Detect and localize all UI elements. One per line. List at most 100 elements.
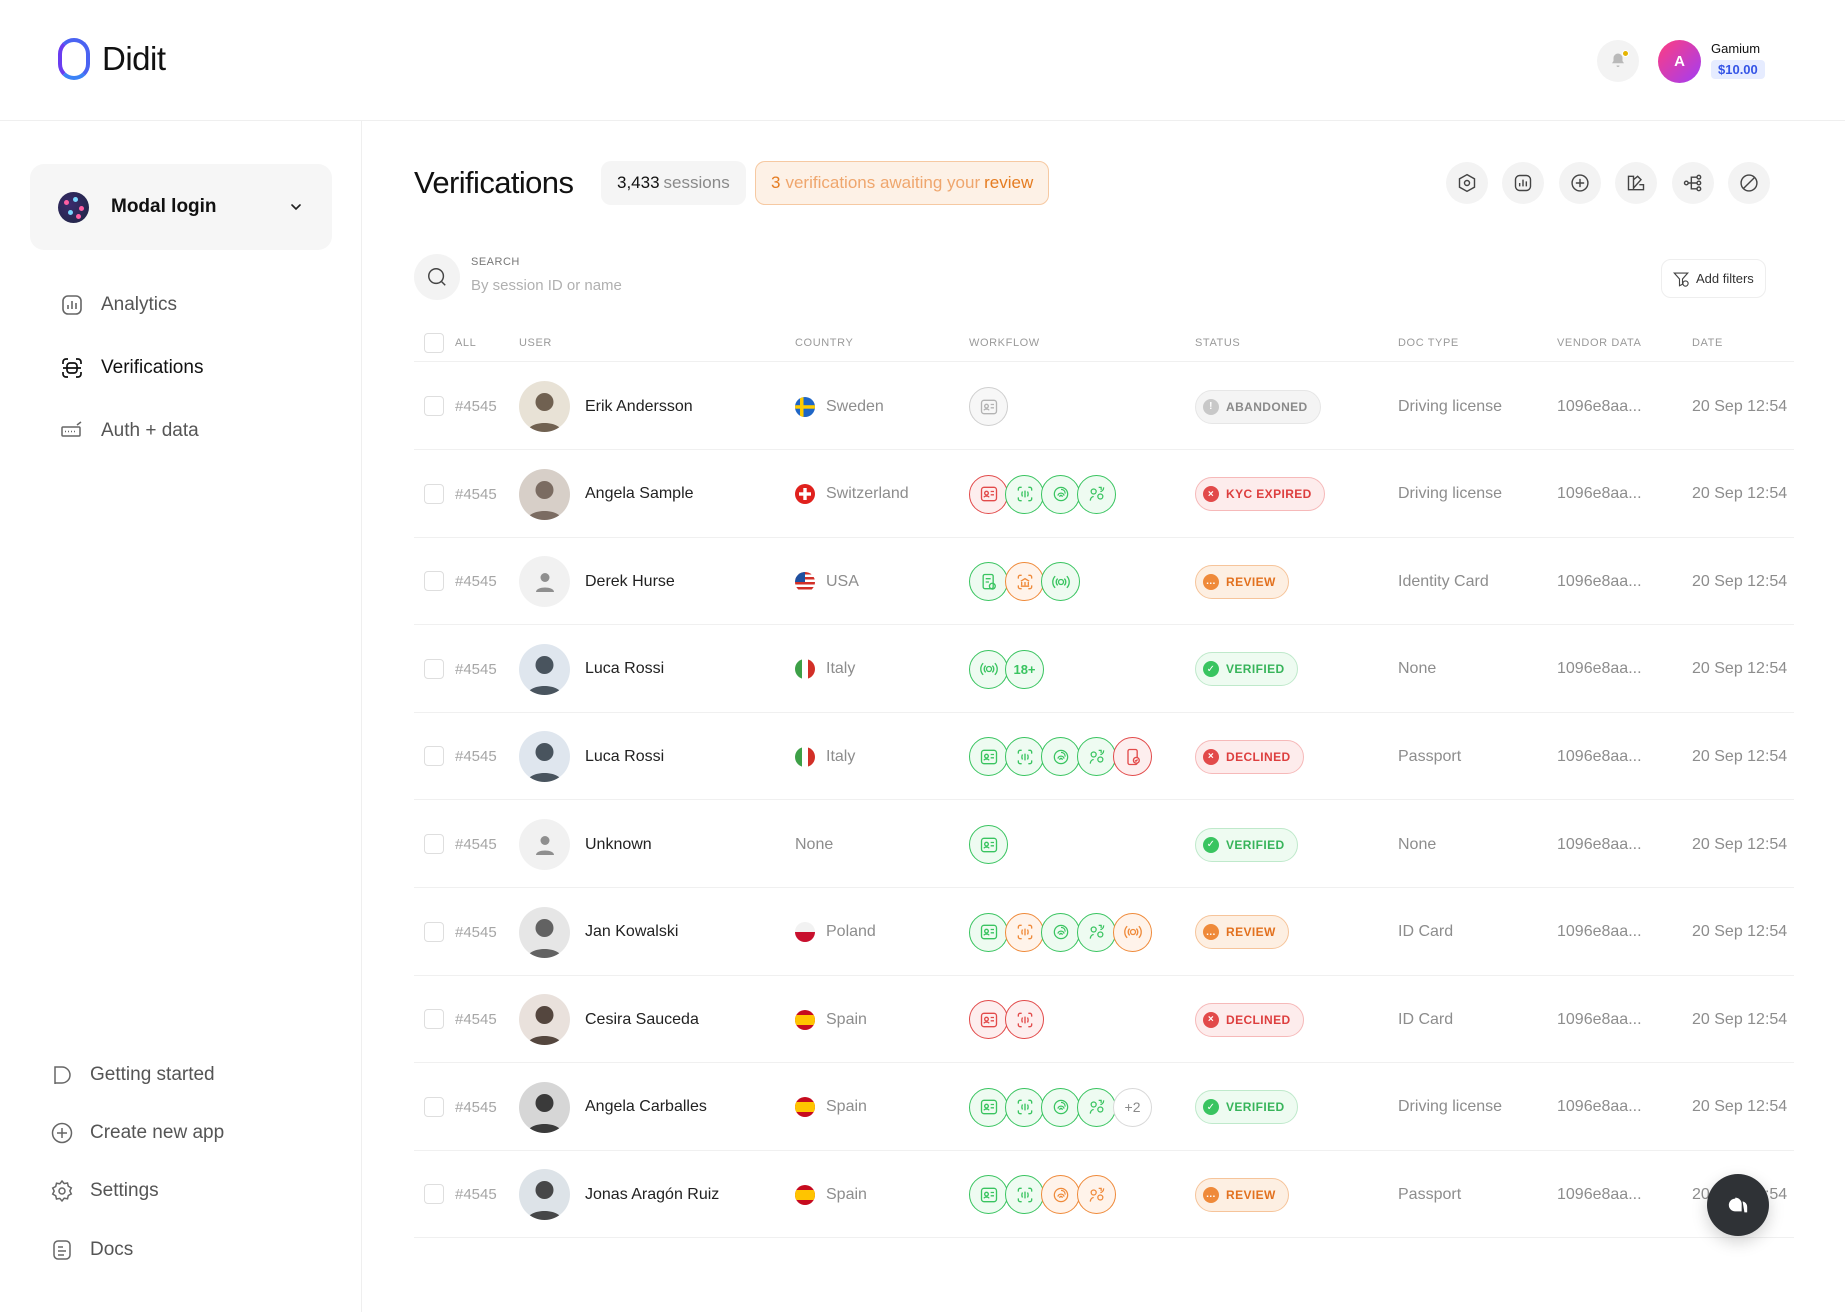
workflow-face-icon[interactable] xyxy=(1005,912,1044,952)
status-badge[interactable]: ✓ VERIFIED xyxy=(1195,652,1298,687)
workflow-phone-icon[interactable] xyxy=(1113,737,1152,777)
user-cell[interactable]: Derek Hurse xyxy=(519,538,675,625)
search-button[interactable] xyxy=(414,254,460,300)
status-badge[interactable]: ✓ VERIFIED xyxy=(1195,1090,1298,1125)
user-name[interactable]: Angela Sample xyxy=(585,485,694,503)
user-name[interactable]: Luca Rossi xyxy=(585,660,665,678)
workflow-bank-icon[interactable] xyxy=(1005,562,1044,602)
column-status[interactable]: STATUS xyxy=(1195,337,1241,349)
workflow-match-icon[interactable] xyxy=(1077,1087,1116,1127)
vendor-data[interactable]: 1096e8aa... xyxy=(1557,835,1642,853)
docs-link[interactable]: Docs xyxy=(48,1236,133,1264)
workflow-face-icon[interactable] xyxy=(1005,1175,1044,1215)
column-date[interactable]: DATE xyxy=(1692,337,1723,349)
status-badge[interactable]: ✓ VERIFIED xyxy=(1195,827,1298,862)
row-checkbox[interactable] xyxy=(424,658,444,679)
status-badge[interactable]: × DECLINED xyxy=(1195,1002,1304,1037)
user-name[interactable]: Erik Andersson xyxy=(585,397,693,415)
session-id[interactable]: #4545 xyxy=(455,1186,497,1204)
workflow-doc-icon[interactable] xyxy=(969,562,1008,602)
workflow-button[interactable] xyxy=(1672,162,1714,204)
status-badge[interactable]: … REVIEW xyxy=(1195,1177,1289,1212)
status-badge[interactable]: × KYC EXPIRED xyxy=(1195,477,1325,512)
workflow-match-icon[interactable] xyxy=(1077,1175,1116,1215)
workflow-match-icon[interactable] xyxy=(1077,912,1116,952)
user-cell[interactable]: Angela Carballes xyxy=(519,1064,707,1151)
table-row[interactable]: #4545 Angela Carballes Spain +2 ✓ VERIFIE… xyxy=(414,1064,1794,1151)
session-id[interactable]: #4545 xyxy=(455,573,497,591)
row-checkbox[interactable] xyxy=(424,483,444,504)
column-vendor-data[interactable]: VENDOR DATA xyxy=(1557,337,1642,349)
vendor-data[interactable]: 1096e8aa... xyxy=(1557,1098,1642,1116)
user-name[interactable]: Jonas Aragón Ruiz xyxy=(585,1185,720,1203)
vendor-data[interactable]: 1096e8aa... xyxy=(1557,1010,1642,1028)
table-row[interactable]: #4545 Jan Kowalski Poland … REVIEW ID Car… xyxy=(414,889,1794,976)
table-row[interactable]: #4545 Derek Hurse USA … REVIEW Identity C… xyxy=(414,538,1794,626)
workflow-geo-icon[interactable] xyxy=(1041,562,1080,602)
user-cell[interactable]: Luca Rossi xyxy=(519,713,664,800)
user-name[interactable]: Jan Kowalski xyxy=(585,923,679,941)
session-id[interactable]: #4545 xyxy=(455,923,497,941)
user-name[interactable]: Cesira Sauceda xyxy=(585,1010,699,1028)
workflow-id-icon[interactable] xyxy=(969,387,1008,426)
row-checkbox[interactable] xyxy=(424,746,444,767)
sidebar-item-auth-data[interactable]: Auth + data xyxy=(58,417,199,445)
create-session-button[interactable] xyxy=(1559,162,1601,204)
column-user[interactable]: USER xyxy=(519,337,552,349)
table-row[interactable]: #4545 Cesira Sauceda Spain × DECLINED ID … xyxy=(414,976,1794,1064)
session-id[interactable]: #4545 xyxy=(455,1011,497,1029)
user-cell[interactable]: Cesira Sauceda xyxy=(519,976,699,1063)
user-cell[interactable]: Jonas Aragón Ruiz xyxy=(519,1151,719,1238)
table-row[interactable]: #4545 Erik Andersson Sweden ! ABANDONED D… xyxy=(414,363,1794,450)
settings-link[interactable]: Settings xyxy=(48,1177,159,1205)
workflow-finger-icon[interactable] xyxy=(1041,474,1080,514)
analytics-button[interactable] xyxy=(1502,162,1544,204)
user-cell[interactable]: Luca Rossi xyxy=(519,626,664,713)
workflow-face-icon[interactable] xyxy=(1005,1087,1044,1127)
vendor-data[interactable]: 1096e8aa... xyxy=(1557,397,1642,415)
workflow-face-icon[interactable] xyxy=(1005,1000,1044,1040)
notifications-button[interactable] xyxy=(1597,40,1639,82)
workflow-step-age[interactable]: 18+ xyxy=(1005,649,1044,689)
awaiting-review-badge[interactable]: 3 verifications awaiting your review xyxy=(755,161,1050,205)
account-name[interactable]: Gamium xyxy=(1711,41,1761,56)
row-checkbox[interactable] xyxy=(424,571,444,592)
create-new-app-link[interactable]: Create new app xyxy=(48,1119,224,1147)
session-id[interactable]: #4545 xyxy=(455,836,497,853)
add-filters-button[interactable]: Add filters xyxy=(1661,259,1766,298)
logo[interactable]: Didit xyxy=(58,38,166,80)
status-badge[interactable]: … REVIEW xyxy=(1195,915,1289,950)
user-name[interactable]: Luca Rossi xyxy=(585,747,665,765)
account-avatar[interactable]: A xyxy=(1658,40,1701,83)
table-row[interactable]: #4545 Luca Rossi Italy 18+ ✓ VERIFIED Non… xyxy=(414,626,1794,713)
review-link[interactable]: review xyxy=(984,173,1034,192)
workflow-face-icon[interactable] xyxy=(1005,474,1044,514)
table-row[interactable]: #4545 Jonas Aragón Ruiz Spain … REVIEW Pa… xyxy=(414,1151,1794,1239)
block-button[interactable] xyxy=(1728,162,1770,204)
user-name[interactable]: Angela Carballes xyxy=(585,1098,707,1116)
user-name[interactable]: Unknown xyxy=(585,835,652,853)
status-badge[interactable]: … REVIEW xyxy=(1195,564,1289,599)
workflow-step-more[interactable]: +2 xyxy=(1113,1087,1152,1127)
session-id[interactable]: #4545 xyxy=(455,1098,497,1116)
vendor-data[interactable]: 1096e8aa... xyxy=(1557,923,1642,941)
status-badge[interactable]: ! ABANDONED xyxy=(1195,389,1321,424)
session-id[interactable]: #4545 xyxy=(455,748,497,766)
workflow-match-icon[interactable] xyxy=(1077,474,1116,514)
workflow-id-icon[interactable] xyxy=(969,1175,1008,1215)
account-balance[interactable]: $10.00 xyxy=(1711,60,1765,79)
table-row[interactable]: #4545 Luca Rossi Italy × DECLINED Passpor… xyxy=(414,713,1794,801)
workflow-id-icon[interactable] xyxy=(969,1087,1008,1127)
row-checkbox[interactable] xyxy=(424,396,444,416)
row-checkbox[interactable] xyxy=(424,1009,444,1030)
vendor-data[interactable]: 1096e8aa... xyxy=(1557,485,1642,503)
workflow-face-icon[interactable] xyxy=(1005,737,1044,777)
workflow-geo-icon[interactable] xyxy=(1113,912,1152,952)
row-checkbox[interactable] xyxy=(424,834,444,854)
select-all-checkbox[interactable] xyxy=(424,333,444,353)
getting-started-link[interactable]: Getting started xyxy=(48,1061,215,1089)
workflow-finger-icon[interactable] xyxy=(1041,1087,1080,1127)
search-input[interactable] xyxy=(471,277,831,294)
chat-button[interactable] xyxy=(1707,1174,1769,1236)
session-id[interactable]: #4545 xyxy=(455,660,497,678)
